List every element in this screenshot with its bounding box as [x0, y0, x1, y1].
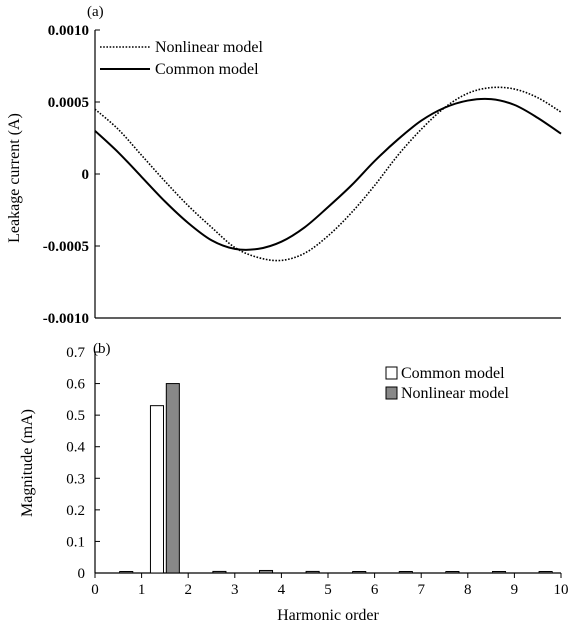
legend-label-common-bar: Common model — [401, 365, 505, 382]
panel-b-legend: Common model Nonlinear model — [385, 365, 510, 402]
panel-a-line-chart: (a) 0.0010 0.0005 0 -0.0005 -0.0010 Nonlinea… — [6, 4, 562, 327]
bar-nonlinear — [119, 571, 134, 574]
panel-b-bars — [119, 383, 553, 574]
panel-a-y-tick-label: 0.0005 — [48, 95, 89, 111]
bar-common — [149, 405, 165, 574]
series-line-common — [94, 97, 562, 251]
panel-b-bar-chart: (b) 0.70.60.50.40.30.20.10 0 1 2 3 4 5 6 7 8 9 10 … — [19, 341, 569, 624]
bar-nonlinear — [398, 571, 413, 574]
panel-b-x-tick-label: 0 — [91, 582, 99, 598]
panel-b-x-tick-label: 8 — [464, 582, 472, 598]
panel-a-y-axis-title: Leakage current (A) — [6, 113, 23, 243]
panel-b-y-ticks: 0.7 0.6 0.5 0.4 0.3 0.2 0.1 0 — [66, 345, 100, 582]
panel-b-y-tick-label: 0 — [78, 566, 86, 582]
panel-a-label: (a) — [87, 4, 104, 20]
panel-b-label: (b) — [93, 341, 111, 357]
panel-b-x-tick-label: 3 — [231, 582, 239, 598]
legend-swatch-nonlinear-gray — [385, 386, 398, 400]
panel-b-y-tick-label: 0.7 — [66, 345, 85, 361]
panel-a-y-tick-label: 0 — [82, 167, 90, 183]
panel-b-x-tick-label: 6 — [371, 582, 379, 598]
panel-b-y-tick-label: 0.6 — [66, 377, 85, 393]
bar-nonlinear — [352, 571, 367, 574]
bar-nonlinear — [538, 571, 553, 574]
panel-b-x-tick-label: 4 — [278, 582, 286, 598]
panel-b-x-tick-label: 7 — [417, 582, 425, 598]
panel-b-x-tick-label: 5 — [324, 582, 332, 598]
panel-a-y-tick-label: -0.0005 — [43, 239, 89, 255]
bar-nonlinear — [212, 570, 227, 574]
panel-b-y-axis-title: Magnitude (mA) — [19, 409, 36, 517]
panel-b-x-tick-label: 9 — [511, 582, 519, 598]
legend-label-common: Common model — [155, 61, 259, 78]
legend-label-nonlinear: Nonlinear model — [155, 39, 264, 56]
panel-b-x-tick-label: 2 — [184, 582, 192, 598]
panel-a-y-ticks: 0.0010 0.0005 0 -0.0005 -0.0010 — [43, 23, 100, 327]
bar-nonlinear — [165, 383, 180, 574]
panel-b-y-tick-label: 0.4 — [66, 440, 85, 456]
panel-b-x-ticks: 0 1 2 3 4 5 6 7 8 9 10 — [91, 573, 569, 598]
panel-b-y-tick-label: 0.2 — [66, 503, 85, 519]
bar-nonlinear — [491, 571, 507, 574]
legend-label-nonlinear-bar: Nonlinear model — [401, 385, 510, 402]
panel-b-x-axis-title: Harmonic order — [277, 607, 379, 624]
panel-b-x-tick-label: 10 — [554, 582, 569, 598]
panel-a-legend: Nonlinear model Common model — [100, 39, 264, 78]
panel-b-y-tick-label: 0.5 — [66, 408, 85, 424]
panel-a-y-tick-label: 0.0010 — [48, 23, 89, 39]
panel-b-y-tick-label: 0.3 — [66, 471, 85, 487]
bar-nonlinear — [258, 569, 274, 574]
bar-nonlinear — [445, 571, 460, 574]
panel-b-y-tick-label: 0.1 — [66, 534, 85, 550]
series-line-nonlinear — [94, 86, 562, 262]
bar-nonlinear — [305, 570, 320, 574]
panel-a-y-tick-label: -0.0010 — [43, 311, 89, 327]
panel-b-x-tick-label: 1 — [138, 582, 146, 598]
legend-swatch-common-white — [385, 366, 398, 380]
panel-a-series-lines — [94, 86, 562, 262]
